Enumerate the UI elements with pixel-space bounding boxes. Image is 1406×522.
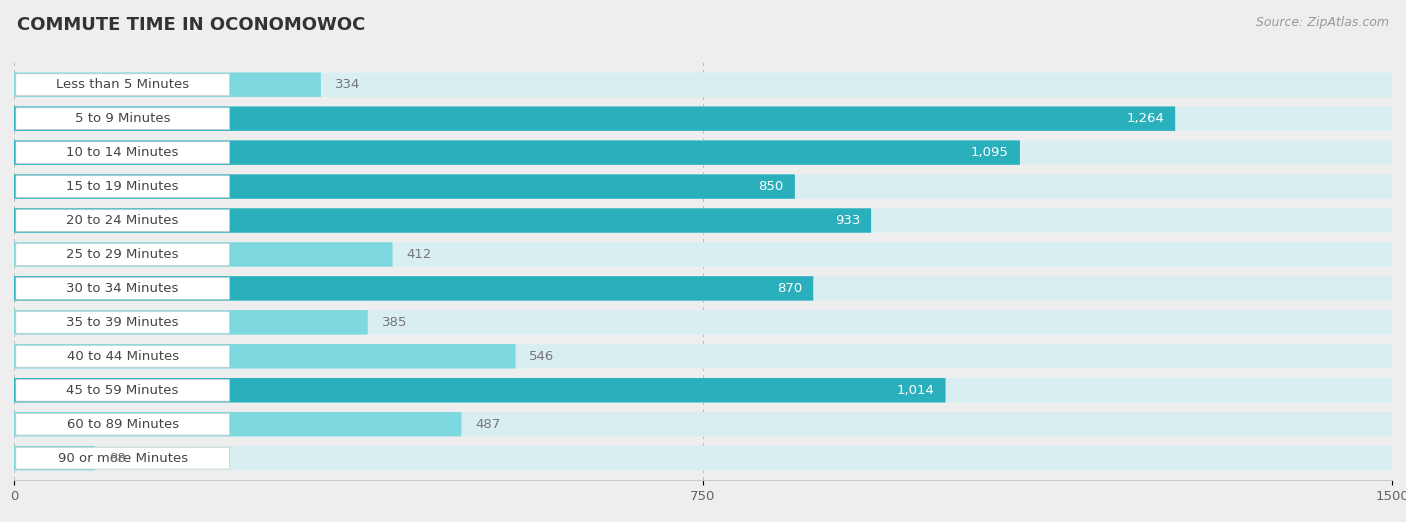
Text: Source: ZipAtlas.com: Source: ZipAtlas.com xyxy=(1256,16,1389,29)
FancyBboxPatch shape xyxy=(14,344,1392,369)
FancyBboxPatch shape xyxy=(15,312,229,333)
FancyBboxPatch shape xyxy=(14,378,1392,402)
FancyBboxPatch shape xyxy=(14,106,1175,131)
FancyBboxPatch shape xyxy=(14,446,94,470)
FancyBboxPatch shape xyxy=(14,446,1392,470)
FancyBboxPatch shape xyxy=(15,346,229,367)
Text: 1,264: 1,264 xyxy=(1126,112,1164,125)
Text: 850: 850 xyxy=(759,180,783,193)
Text: 35 to 39 Minutes: 35 to 39 Minutes xyxy=(66,316,179,329)
FancyBboxPatch shape xyxy=(14,140,1019,165)
Text: 5 to 9 Minutes: 5 to 9 Minutes xyxy=(75,112,170,125)
Text: 334: 334 xyxy=(335,78,360,91)
FancyBboxPatch shape xyxy=(14,344,516,369)
FancyBboxPatch shape xyxy=(15,210,229,231)
FancyBboxPatch shape xyxy=(14,73,1392,97)
Text: Less than 5 Minutes: Less than 5 Minutes xyxy=(56,78,190,91)
FancyBboxPatch shape xyxy=(14,106,1392,131)
FancyBboxPatch shape xyxy=(14,378,1392,402)
Text: 30 to 34 Minutes: 30 to 34 Minutes xyxy=(66,282,179,295)
Text: 25 to 29 Minutes: 25 to 29 Minutes xyxy=(66,248,179,261)
FancyBboxPatch shape xyxy=(14,242,1392,267)
FancyBboxPatch shape xyxy=(15,176,229,197)
FancyBboxPatch shape xyxy=(14,140,1392,165)
FancyBboxPatch shape xyxy=(14,310,1392,335)
FancyBboxPatch shape xyxy=(14,208,1392,233)
FancyBboxPatch shape xyxy=(14,310,368,335)
FancyBboxPatch shape xyxy=(14,310,1392,335)
FancyBboxPatch shape xyxy=(15,413,229,435)
FancyBboxPatch shape xyxy=(14,276,1392,301)
FancyBboxPatch shape xyxy=(14,412,1392,436)
Text: 546: 546 xyxy=(530,350,554,363)
FancyBboxPatch shape xyxy=(14,344,1392,369)
FancyBboxPatch shape xyxy=(14,106,1392,131)
FancyBboxPatch shape xyxy=(15,379,229,401)
FancyBboxPatch shape xyxy=(14,73,321,97)
FancyBboxPatch shape xyxy=(15,447,229,469)
FancyBboxPatch shape xyxy=(15,74,229,96)
FancyBboxPatch shape xyxy=(14,412,461,436)
Text: 487: 487 xyxy=(475,418,501,431)
FancyBboxPatch shape xyxy=(14,242,392,267)
FancyBboxPatch shape xyxy=(14,208,1392,233)
FancyBboxPatch shape xyxy=(14,242,1392,267)
Text: 45 to 59 Minutes: 45 to 59 Minutes xyxy=(66,384,179,397)
FancyBboxPatch shape xyxy=(15,108,229,129)
FancyBboxPatch shape xyxy=(15,142,229,163)
FancyBboxPatch shape xyxy=(15,278,229,299)
FancyBboxPatch shape xyxy=(14,378,945,402)
FancyBboxPatch shape xyxy=(14,174,1392,199)
Text: 90 or more Minutes: 90 or more Minutes xyxy=(58,452,188,465)
FancyBboxPatch shape xyxy=(14,276,1392,301)
Text: 412: 412 xyxy=(406,248,432,261)
FancyBboxPatch shape xyxy=(14,446,1392,470)
Text: 870: 870 xyxy=(778,282,803,295)
FancyBboxPatch shape xyxy=(14,412,1392,436)
FancyBboxPatch shape xyxy=(14,140,1392,165)
Text: 385: 385 xyxy=(381,316,406,329)
Text: 1,095: 1,095 xyxy=(972,146,1010,159)
FancyBboxPatch shape xyxy=(14,174,1392,199)
Text: 10 to 14 Minutes: 10 to 14 Minutes xyxy=(66,146,179,159)
FancyBboxPatch shape xyxy=(14,73,1392,97)
FancyBboxPatch shape xyxy=(15,244,229,265)
Text: 15 to 19 Minutes: 15 to 19 Minutes xyxy=(66,180,179,193)
Text: 60 to 89 Minutes: 60 to 89 Minutes xyxy=(66,418,179,431)
FancyBboxPatch shape xyxy=(14,208,872,233)
Text: 933: 933 xyxy=(835,214,860,227)
Text: 40 to 44 Minutes: 40 to 44 Minutes xyxy=(66,350,179,363)
Text: 1,014: 1,014 xyxy=(897,384,935,397)
FancyBboxPatch shape xyxy=(14,276,813,301)
FancyBboxPatch shape xyxy=(14,174,794,199)
Text: COMMUTE TIME IN OCONOMOWOC: COMMUTE TIME IN OCONOMOWOC xyxy=(17,16,366,33)
Text: 88: 88 xyxy=(108,452,125,465)
Text: 20 to 24 Minutes: 20 to 24 Minutes xyxy=(66,214,179,227)
